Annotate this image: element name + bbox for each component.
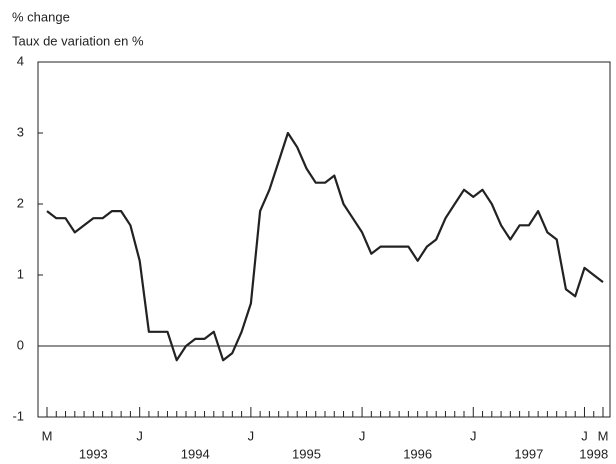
year-label: 1994 [181,446,210,461]
x-tick-label: J [136,428,143,443]
y-tick-label: 4 [17,53,24,68]
year-label: 1998 [579,446,608,461]
x-tick-label: J [470,428,477,443]
year-label: 1993 [79,446,108,461]
x-tick-label: J [359,428,366,443]
y-tick-label: 1 [17,266,24,281]
y-axis-title: % change [12,9,70,24]
year-label: 1995 [292,446,321,461]
y-tick-label: -1 [12,408,24,423]
y-axis-title-fr: Taux de variation en % [12,33,144,48]
y-tick-label: 0 [17,337,24,352]
year-label: 1997 [514,446,543,461]
x-tick-label: M [598,428,609,443]
year-label: 1996 [403,446,432,461]
x-tick-label: M [42,428,53,443]
data-line [46,131,604,362]
plot-frame [37,61,611,418]
x-tick-label: J [248,428,255,443]
y-tick-label: 3 [17,124,24,139]
y-tick-label: 2 [17,195,24,210]
x-tick-label: J [581,428,588,443]
